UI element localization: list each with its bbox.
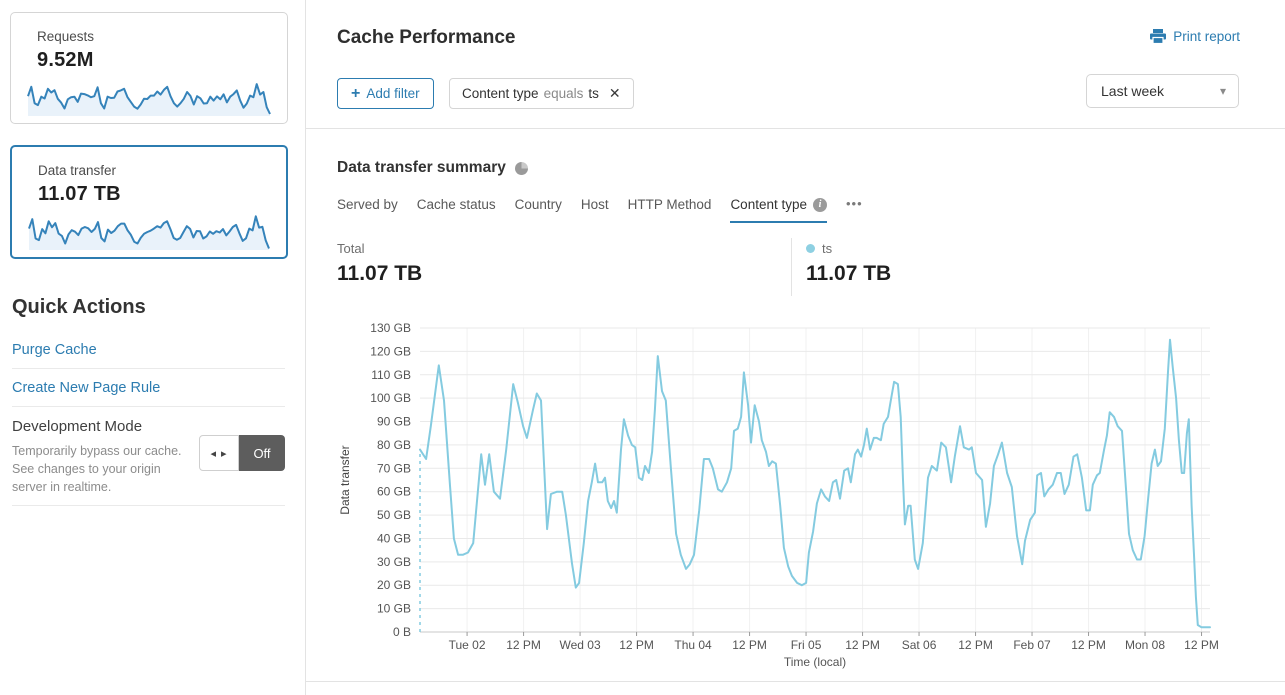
x-tick-label: Tue 02 xyxy=(449,638,486,652)
main-panel: Cache Performance Print report + Add fil… xyxy=(306,0,1285,695)
print-report-link[interactable]: Print report xyxy=(1150,29,1240,44)
divider xyxy=(791,238,792,296)
x-tick-label: 12 PM xyxy=(619,638,654,652)
printer-icon xyxy=(1150,29,1167,44)
page-title: Cache Performance xyxy=(337,27,516,48)
toggle-arrows-icon: ◂ ▸ xyxy=(199,435,239,471)
requests-label: Requests xyxy=(37,29,95,44)
x-tick-label: Thu 04 xyxy=(674,638,712,652)
divider xyxy=(306,128,1285,129)
chevron-down-icon: ▾ xyxy=(1219,84,1226,98)
tab-label: Host xyxy=(580,197,609,212)
create-page-rule-link[interactable]: Create New Page Rule xyxy=(12,380,161,396)
sidebar: Requests 9.52M Data transfer 11.07 TB Qu… xyxy=(0,0,306,695)
divider xyxy=(12,505,285,506)
tab-label: Cache status xyxy=(416,197,496,212)
add-filter-button[interactable]: + Add filter xyxy=(337,78,434,109)
y-tick-label: 90 GB xyxy=(377,415,411,429)
print-report-label: Print report xyxy=(1173,29,1240,44)
tab-cache-status[interactable]: Cache status xyxy=(417,197,496,223)
y-tick-label: 70 GB xyxy=(377,461,411,475)
y-tick-label: 30 GB xyxy=(377,555,411,569)
requests-value: 9.52M xyxy=(37,49,94,71)
total-label: Total xyxy=(337,241,365,256)
y-tick-label: 100 GB xyxy=(370,391,411,405)
x-tick-label: Mon 08 xyxy=(1125,638,1165,652)
add-filter-label: Add filter xyxy=(366,86,420,101)
quick-actions-title: Quick Actions xyxy=(12,296,146,318)
data-transfer-label: Data transfer xyxy=(38,163,117,178)
requests-metric-card[interactable]: Requests 9.52M xyxy=(10,12,288,124)
y-tick-label: 80 GB xyxy=(377,438,411,452)
toggle-state-label: Off xyxy=(239,435,285,471)
series-ts-legend-dot xyxy=(806,244,815,253)
divider xyxy=(12,368,285,369)
summary-title-text: Data transfer summary xyxy=(337,159,506,176)
y-tick-label: 130 GB xyxy=(370,321,411,335)
filter-value: ts xyxy=(588,86,599,101)
x-tick-label: Fri 05 xyxy=(791,638,822,652)
x-tick-label: 12 PM xyxy=(958,638,993,652)
x-tick-label: 12 PM xyxy=(1184,638,1219,652)
development-mode-toggle[interactable]: ◂ ▸ Off xyxy=(199,435,285,471)
filter-operator: equals xyxy=(543,86,584,101)
tab-served-by[interactable]: Served by xyxy=(337,197,398,223)
data-transfer-metric-card[interactable]: Data transfer 11.07 TB xyxy=(10,145,288,259)
data-transfer-sparkline xyxy=(28,215,270,250)
x-tick-label: 12 PM xyxy=(506,638,541,652)
divider xyxy=(306,681,1285,682)
summary-tabs: Served by Cache status Country Host HTTP Met… xyxy=(337,196,863,223)
filter-field: Content type xyxy=(462,86,539,101)
info-icon[interactable]: i xyxy=(813,197,827,212)
y-axis-label: Data transfer xyxy=(338,445,352,514)
time-range-value: Last week xyxy=(1101,83,1165,99)
chart-container: 0 B 10 GB 20 GB 30 GB 40 GB 50 GB 60 GB 70 GB 80… xyxy=(335,313,1255,680)
y-tick-label: 10 GB xyxy=(377,602,411,616)
requests-sparkline xyxy=(27,83,271,116)
x-tick-label: 12 PM xyxy=(732,638,767,652)
y-tick-label: 20 GB xyxy=(377,578,411,592)
time-range-dropdown[interactable]: Last week ▾ xyxy=(1086,74,1239,108)
legend-block: ts 11.07 TB xyxy=(806,241,891,286)
y-tick-label: 110 GB xyxy=(371,368,411,382)
x-tick-label: 12 PM xyxy=(845,638,880,652)
tabs-overflow-button[interactable]: ••• xyxy=(846,196,863,211)
x-tick-label: 12 PM xyxy=(1071,638,1106,652)
y-tick-label: 50 GB xyxy=(377,508,411,522)
y-tick-label: 40 GB xyxy=(377,531,411,545)
tab-label: Country xyxy=(514,197,562,212)
tab-label: Served by xyxy=(337,197,398,212)
development-mode-label: Development Mode xyxy=(12,418,143,435)
data-transfer-chart[interactable]: 0 B 10 GB 20 GB 30 GB 40 GB 50 GB 60 GB 70 GB 80… xyxy=(335,313,1255,675)
x-tick-label: Sat 06 xyxy=(902,638,937,652)
tab-content-type[interactable]: Content type i xyxy=(730,197,827,223)
development-mode-description: Temporarily bypass our cache. See change… xyxy=(12,444,182,494)
tab-host[interactable]: Host xyxy=(581,197,609,223)
plus-icon: + xyxy=(351,84,361,102)
tab-country[interactable]: Country xyxy=(515,197,562,223)
x-tick-label: Feb 07 xyxy=(1013,638,1051,652)
data-transfer-value: 11.07 TB xyxy=(38,183,121,205)
y-tick-label: 0 B xyxy=(393,625,411,639)
summary-title: Data transfer summary xyxy=(337,159,528,177)
tab-label: Content type xyxy=(730,197,807,212)
series-ts-line xyxy=(419,338,1211,629)
tab-http-method[interactable]: HTTP Method xyxy=(628,197,712,223)
x-tick-label: Wed 03 xyxy=(560,638,601,652)
filter-chip-content-type[interactable]: Content type equals ts ✕ xyxy=(449,78,634,109)
purge-cache-link[interactable]: Purge Cache xyxy=(12,342,97,358)
y-tick-label: 60 GB xyxy=(377,485,411,499)
remove-filter-icon[interactable]: ✕ xyxy=(608,85,621,101)
tab-label: HTTP Method xyxy=(627,197,712,212)
series-ts-legend-label: ts xyxy=(822,241,833,256)
x-axis-label: Time (local) xyxy=(784,655,846,669)
pie-timer-icon xyxy=(514,161,528,175)
total-block: Total 11.07 TB xyxy=(337,241,422,286)
y-tick-label: 120 GB xyxy=(370,344,411,358)
divider xyxy=(12,406,285,407)
series-ts-value: 11.07 TB xyxy=(806,262,892,285)
total-value: 11.07 TB xyxy=(337,262,423,285)
